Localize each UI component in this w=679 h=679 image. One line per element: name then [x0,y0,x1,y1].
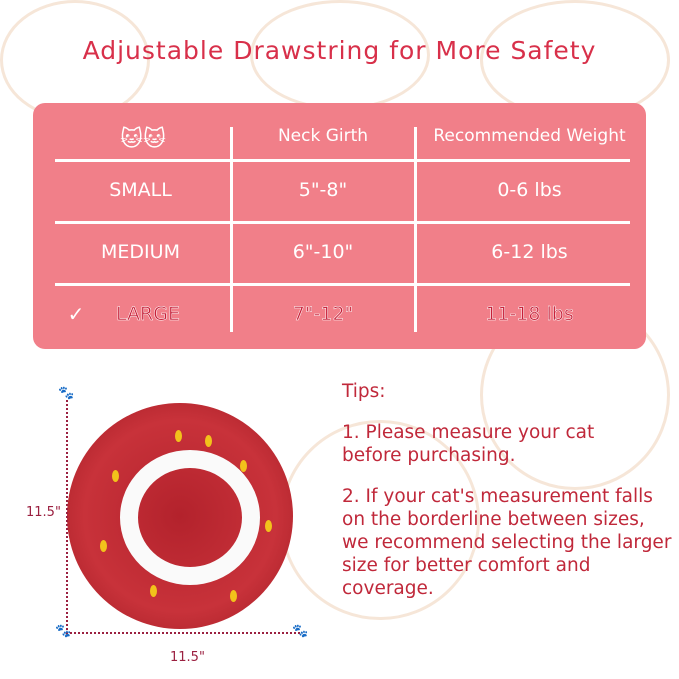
header-neck-girth: Neck Girth [277,126,369,146]
header-recommended-weight: Recommended Weight [433,126,626,146]
checkmark-icon: ✓ [67,302,85,326]
width-guide-line [66,632,300,634]
size-medium: MEDIUM [101,241,180,263]
size-small: SMALL [109,179,172,201]
paw-icon: 🐾 [292,624,309,639]
height-guide-line [66,400,68,630]
tip-1: 1. Please measure your cat before purcha… [342,422,595,466]
weight-large: 11-18 lbs [485,303,574,326]
weight-medium: 6-12 lbs [491,241,568,263]
size-large: LARGE [116,303,180,326]
girth-small: 5"-8" [298,179,348,201]
tips-heading: Tips: [342,381,386,402]
paw-icon: 🐾 [58,386,75,401]
girth-large: 7"-12" [292,303,354,326]
weight-small: 0-6 lbs [497,179,562,201]
girth-medium: 6"-10" [292,241,354,263]
tip-2: 2. If your cat's measurement falls on th… [342,486,672,599]
cat-icons: 🐱🐱 [120,127,166,152]
collar-inner [120,450,260,585]
width-dimension: 11.5" [170,650,205,665]
height-dimension: 11.5" [26,505,61,520]
size-chart-table: 🐱🐱 Neck Girth Recommended Weight SMALL 5… [33,103,646,349]
tips-section: Tips: 1. Please measure your cat before … [342,380,672,618]
page-title: Adjustable Drawstring for More Safety [82,36,597,65]
paw-icon: 🐾 [55,624,72,639]
